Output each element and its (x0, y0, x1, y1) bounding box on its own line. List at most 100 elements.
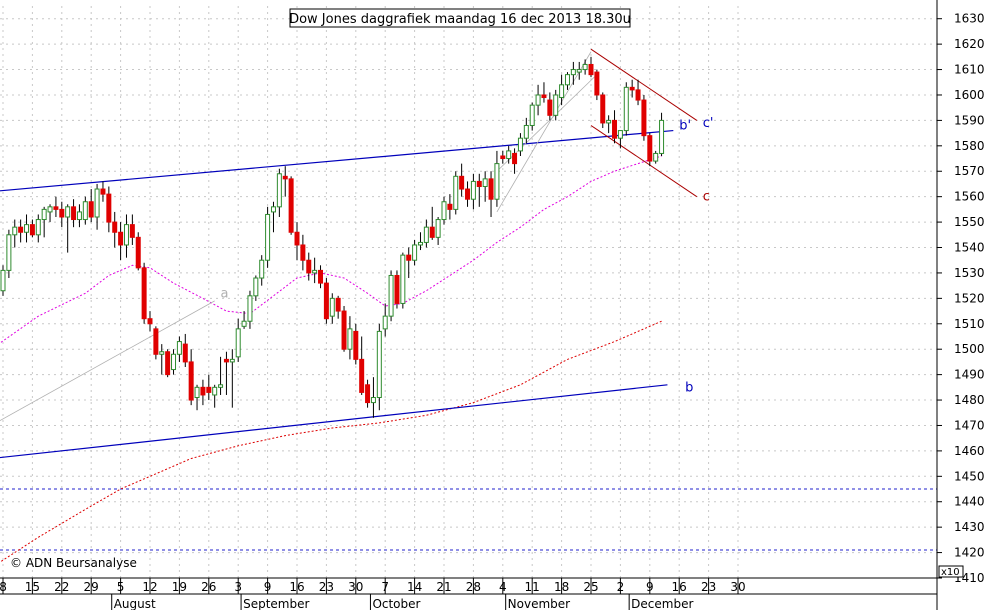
candle-down (612, 119, 618, 139)
month-label: December (631, 597, 693, 610)
candle-up (453, 175, 459, 210)
candle-up (241, 320, 247, 327)
x-tick-label: 23 (319, 580, 334, 594)
candle-up (47, 206, 53, 213)
x-tick-label: 22 (54, 580, 69, 594)
channel-lower (590, 125, 698, 198)
candle-up (570, 69, 576, 76)
candle-down (165, 351, 171, 376)
candle-down (135, 236, 141, 269)
grey-line-a (0, 300, 215, 422)
candle-down (129, 224, 135, 238)
candle-up (553, 94, 559, 116)
candle-down (335, 297, 341, 312)
candle-down (147, 318, 153, 325)
candle-up (171, 353, 177, 371)
candle-down (206, 386, 212, 393)
candle-up (517, 137, 523, 152)
y-tick-label: 1490 (954, 368, 985, 382)
x-tick-label: 11 (525, 580, 540, 594)
candle-down (512, 152, 518, 165)
candle-down (200, 386, 206, 396)
candle-up (535, 94, 541, 106)
channel-upper (590, 48, 698, 121)
candle-down (288, 178, 294, 233)
candle-down (465, 188, 471, 200)
candle-down (318, 269, 324, 284)
candle-up (276, 173, 282, 208)
y-tick-label: 1540 (954, 241, 985, 255)
candle-up (65, 206, 71, 218)
y-tick-label: 1580 (954, 139, 985, 153)
candle-up (347, 328, 353, 350)
x-tick-label: 5 (117, 580, 125, 594)
label-a: a (221, 286, 229, 301)
y-tick-label: 1420 (954, 546, 985, 560)
candle-up (441, 201, 447, 221)
candle-up (653, 152, 659, 162)
candle-up (218, 384, 224, 388)
candle-down (294, 231, 300, 246)
title-frame (289, 8, 631, 28)
x-tick-label: 2 (617, 580, 625, 594)
x-tick-label: 9 (264, 580, 272, 594)
title-box: Dow Jones daggrafiek maandag 16 dec 2013… (289, 8, 631, 28)
y-tick-label: 1560 (954, 190, 985, 204)
candle-up (12, 226, 18, 236)
grid-layer (0, 6, 937, 578)
x-tick-label: 23 (701, 580, 716, 594)
y-tick-label: 1460 (954, 444, 985, 458)
x-tick-label: 14 (407, 580, 422, 594)
y-tick-label: 1530 (954, 266, 985, 280)
x-tick-label: 3 (234, 580, 242, 594)
candle-up (94, 188, 100, 218)
candle-down (223, 358, 229, 363)
candle-up (329, 297, 335, 317)
candle-up (582, 63, 588, 71)
blue-trend-upper (0, 129, 674, 192)
candle-down (635, 89, 641, 101)
candle-down (106, 193, 112, 223)
candle-down (429, 226, 435, 238)
x-tick-label: 9 (646, 580, 654, 594)
y-tick-label: 1500 (954, 342, 985, 356)
candle-up (606, 119, 612, 124)
candle-down (459, 175, 465, 190)
candle-down (359, 358, 365, 393)
x-tick-label: 18 (554, 580, 569, 594)
candle-down (153, 328, 159, 355)
candle-up (123, 224, 129, 246)
candle-down (188, 361, 194, 401)
x-tick-label: 8 (0, 580, 7, 594)
candle-down (500, 155, 506, 160)
candle-down (447, 203, 453, 210)
candle-up (259, 259, 265, 279)
candle-up (24, 224, 30, 233)
candle-up (6, 234, 12, 271)
candle-up (412, 244, 418, 261)
label-b-prime: b' (679, 118, 691, 133)
candle-up (176, 341, 182, 355)
candle-up (382, 315, 388, 330)
candle-down (488, 178, 494, 200)
candle-up (376, 330, 382, 399)
y-tick-label: 1450 (954, 469, 985, 483)
candle-down (547, 99, 553, 116)
x-tick-label: 28 (466, 580, 481, 594)
chart-title: Dow Jones daggrafiek maandag 16 dec 2013… (289, 12, 631, 27)
label-b: b (685, 380, 693, 395)
candle-up (312, 269, 318, 274)
x-tick-label: 15 (25, 580, 40, 594)
moving-average-layer (0, 155, 662, 563)
candle-down (594, 71, 600, 96)
candle-up (529, 104, 535, 126)
x-tick-label: 19 (172, 580, 187, 594)
y-tick-label: 1480 (954, 393, 985, 407)
candle-down (100, 188, 106, 195)
candle-down (282, 175, 288, 180)
candle-up (435, 219, 441, 238)
candle-down (112, 221, 118, 233)
